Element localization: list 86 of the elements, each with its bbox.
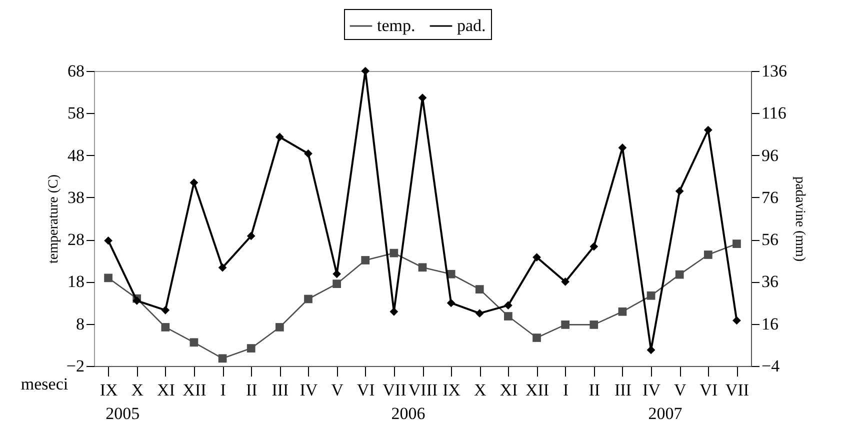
x-tick-label: X bbox=[474, 380, 486, 400]
y-tick-label: 28 bbox=[68, 230, 84, 250]
x-tick-label: V bbox=[674, 380, 687, 400]
y-tick-label: 68 bbox=[68, 62, 84, 80]
point bbox=[275, 132, 284, 142]
x-tick-label: VIII bbox=[408, 380, 438, 400]
point bbox=[218, 263, 227, 272]
x-tick-label: IX bbox=[442, 380, 461, 400]
point bbox=[732, 240, 741, 248]
point bbox=[190, 338, 198, 347]
text: 2006 bbox=[391, 404, 426, 423]
point bbox=[590, 320, 598, 329]
point bbox=[104, 236, 112, 245]
x-tick-label: VII bbox=[725, 380, 750, 400]
point bbox=[475, 309, 484, 318]
point bbox=[732, 316, 741, 325]
point bbox=[646, 291, 656, 300]
y-tick-label: −2 bbox=[66, 356, 84, 376]
x-tick-label: IV bbox=[642, 380, 662, 400]
y-tick-label: 58 bbox=[68, 104, 84, 123]
point bbox=[218, 354, 227, 363]
y-tick-label: 48 bbox=[68, 146, 84, 165]
x-tick-label: VI bbox=[356, 380, 376, 400]
y2-axis-title: padavine (mm) bbox=[792, 176, 807, 262]
x-tick-label: V bbox=[331, 380, 344, 400]
x-tick-label: X bbox=[131, 380, 144, 400]
point bbox=[532, 334, 541, 342]
x-axis-title: meseci bbox=[20, 374, 68, 394]
x-tick-label: II bbox=[588, 380, 600, 400]
legend-label: pad. bbox=[457, 16, 486, 35]
x-tick-label: VI bbox=[700, 380, 718, 400]
point bbox=[304, 149, 312, 158]
point bbox=[704, 250, 712, 259]
point bbox=[161, 323, 170, 332]
y2-tick-label: −4 bbox=[762, 356, 780, 376]
point bbox=[246, 232, 256, 240]
point bbox=[104, 274, 112, 282]
x-tick-label: IV bbox=[300, 380, 318, 400]
x-tick-label: XII bbox=[525, 380, 550, 400]
point bbox=[418, 94, 427, 102]
point bbox=[361, 256, 370, 264]
point bbox=[504, 312, 512, 320]
x-tick-label: III bbox=[272, 380, 290, 400]
point bbox=[532, 253, 541, 262]
y-tick-label: 8 bbox=[76, 314, 84, 334]
x-tick-label: I bbox=[562, 380, 569, 400]
y2-tick-label: 136 bbox=[762, 62, 787, 80]
x-tick-label: II bbox=[246, 380, 258, 400]
x-tick-label: III bbox=[614, 380, 632, 400]
y2-tick-label: 56 bbox=[762, 230, 778, 250]
point bbox=[504, 301, 512, 310]
y2-tick-label: 116 bbox=[762, 104, 786, 123]
point bbox=[618, 307, 627, 316]
point bbox=[704, 126, 712, 134]
point bbox=[190, 178, 198, 187]
x-tick-label: I bbox=[220, 380, 226, 400]
y2-tick-label: 36 bbox=[762, 272, 778, 292]
point bbox=[561, 278, 570, 286]
x-tick-label: IX bbox=[100, 380, 118, 400]
point bbox=[246, 344, 256, 352]
y2-tick-label: 76 bbox=[762, 188, 778, 207]
point bbox=[275, 323, 284, 332]
text: 2007 bbox=[648, 404, 683, 423]
x-tick-label: VII bbox=[382, 380, 407, 400]
point bbox=[675, 186, 684, 196]
point bbox=[304, 294, 312, 304]
x-tick-label: XI bbox=[500, 380, 518, 400]
y2-tick-label: 96 bbox=[762, 146, 778, 165]
point bbox=[332, 280, 341, 288]
point bbox=[161, 306, 170, 314]
point bbox=[446, 298, 456, 308]
point bbox=[618, 144, 627, 152]
point bbox=[590, 242, 598, 251]
text: 2005 bbox=[106, 404, 140, 423]
y2-tick-label: 16 bbox=[762, 314, 778, 334]
point bbox=[561, 320, 570, 329]
point bbox=[418, 263, 427, 272]
y-tick-label: 18 bbox=[68, 272, 84, 292]
legend-label: temp. bbox=[377, 16, 416, 35]
point bbox=[475, 285, 484, 294]
point bbox=[390, 248, 398, 258]
point bbox=[675, 270, 684, 279]
y-axis-title: temperature (C) bbox=[46, 174, 62, 264]
y-tick-label: 38 bbox=[68, 188, 84, 207]
x-tick-label: XI bbox=[156, 380, 176, 400]
x-tick-label: XII bbox=[182, 380, 207, 400]
